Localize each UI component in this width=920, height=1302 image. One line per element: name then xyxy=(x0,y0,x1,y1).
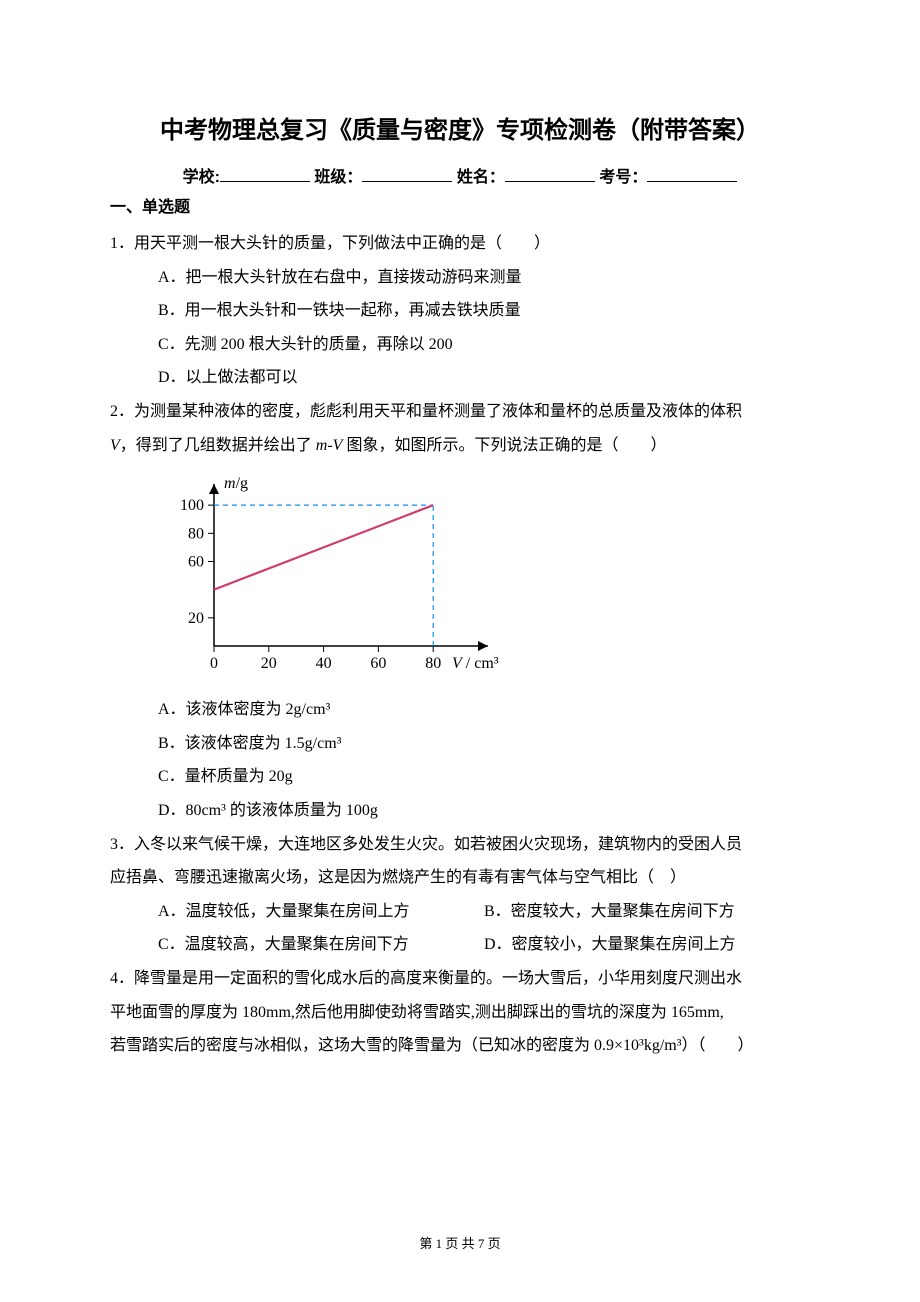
examno-blank xyxy=(647,167,737,182)
school-label: 学校: xyxy=(183,169,220,186)
svg-text:60: 60 xyxy=(188,554,204,571)
footer-prefix: 第 xyxy=(419,1236,435,1251)
svg-text:80: 80 xyxy=(425,655,441,672)
mv-chart-svg: 0 20 40 60 80 20 60 80 100 m/g V / cm³ xyxy=(158,466,518,686)
q1-opt-c: C．先测 200 根大头针的质量，再除以 200 xyxy=(110,328,810,362)
page-footer: 第 1 页 共 7 页 xyxy=(0,1233,920,1252)
q1-stem: 1．用天平测一根大头针的质量，下列做法中正确的是（ ） xyxy=(110,227,810,261)
section-1-label: 一、单选题 xyxy=(110,193,810,217)
q3-stem-line1: 3．入冬以来气候干燥，大连地区多处发生火灾。如若被困火灾现场，建筑物内的受困人员 xyxy=(110,828,810,862)
q3-opt-c: C．温度较高，大量聚集在房间下方 xyxy=(158,928,484,962)
q3-opt-b: B．密度较大，大量聚集在房间下方 xyxy=(484,895,810,929)
q3-stem-line2: 应捂鼻、弯腰迅速撤离火场，这是因为燃烧产生的有毒有害气体与空气相比（ ） xyxy=(110,861,810,895)
q2-chart: 0 20 40 60 80 20 60 80 100 m/g V / cm³ xyxy=(110,466,810,691)
name-label: 姓名： xyxy=(457,169,505,186)
svg-text:40: 40 xyxy=(316,655,332,672)
q2-stem-line1: 2．为测量某种液体的密度，彪彪利用天平和量杯测量了液体和量杯的总质量及液体的体积 xyxy=(110,395,810,429)
q4-stem-line1: 4．降雪量是用一定面积的雪化成水后的高度来衡量的。一场大雪后，小华用刻度尺测出水 xyxy=(110,962,810,996)
q3-opt-d: D．密度较小，大量聚集在房间上方 xyxy=(484,928,810,962)
q2-opt-d: D．80cm³ 的该液体质量为 100g xyxy=(110,794,810,828)
q4-stem-line2: 平地面雪的厚度为 180mm,然后他用脚使劲将雪踏实,测出脚踩出的雪坑的深度为 … xyxy=(110,996,810,1030)
q2-V-symbol: V xyxy=(110,437,120,454)
class-label: 班级： xyxy=(314,169,362,186)
q1-opt-b: B．用一根大头针和一铁块一起称，再减去铁块质量 xyxy=(110,294,810,328)
class-blank xyxy=(362,167,452,182)
svg-text:20: 20 xyxy=(261,655,277,672)
name-blank xyxy=(505,167,595,182)
q1-opt-a: A．把一根大头针放在右盘中，直接拨动游码来测量 xyxy=(110,261,810,295)
student-form-line: 学校: 班级： 姓名： 考号： xyxy=(110,163,810,187)
q2-stem-rest2: 图象，如图所示。下列说法正确的是（ ） xyxy=(342,437,666,454)
q2-stem-rest1: ，得到了几组数据并绘出了 xyxy=(120,437,316,454)
svg-text:m/g: m/g xyxy=(224,475,248,492)
school-blank xyxy=(220,167,310,182)
q1-opt-d: D．以上做法都可以 xyxy=(110,361,810,395)
q4-stem-line3: 若雪踏实后的密度与冰相似，这场大雪的降雪量为（已知冰的密度为 0.9×10³kg… xyxy=(110,1029,810,1063)
q2-opt-b: B．该液体密度为 1.5g/cm³ xyxy=(110,727,810,761)
svg-text:100: 100 xyxy=(180,497,204,514)
q2-stem-line2: V，得到了几组数据并绘出了 m-V 图象，如图所示。下列说法正确的是（ ） xyxy=(110,429,810,463)
q3-options: A．温度较低，大量聚集在房间上方 B．密度较大，大量聚集在房间下方 C．温度较高… xyxy=(110,895,810,962)
svg-text:80: 80 xyxy=(188,525,204,542)
svg-text:60: 60 xyxy=(370,655,386,672)
q2-mv-symbol: m-V xyxy=(316,437,343,454)
examno-label: 考号： xyxy=(599,169,647,186)
page-title: 中考物理总复习《质量与密度》专项检测卷（附带答案） xyxy=(110,110,810,145)
q2-opt-a: A．该液体密度为 2g/cm³ xyxy=(110,693,810,727)
q2-opt-c: C．量杯质量为 20g xyxy=(110,760,810,794)
q3-opt-a: A．温度较低，大量聚集在房间上方 xyxy=(158,895,484,929)
svg-text:0: 0 xyxy=(210,655,218,672)
svg-text:V / cm³: V / cm³ xyxy=(452,655,499,672)
footer-suffix: 页 xyxy=(484,1236,500,1251)
svg-text:20: 20 xyxy=(188,610,204,627)
footer-mid: 页 共 xyxy=(442,1236,478,1251)
